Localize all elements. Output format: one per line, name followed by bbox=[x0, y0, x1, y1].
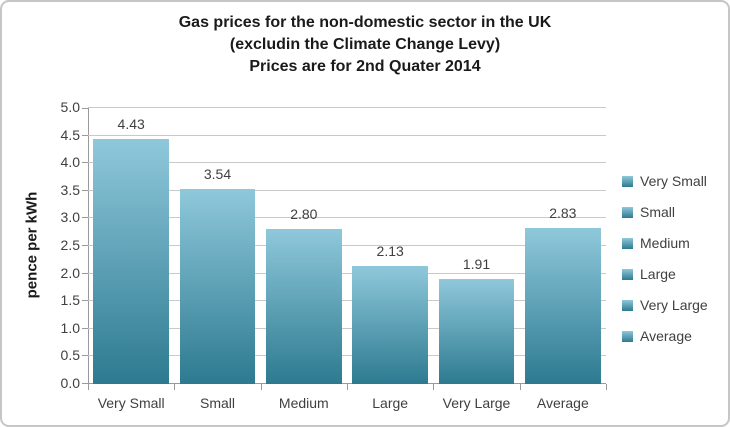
y-axis-tick bbox=[82, 355, 88, 357]
gridline bbox=[88, 300, 606, 302]
x-axis-tick bbox=[174, 384, 176, 390]
x-axis-label-small: Small bbox=[199, 395, 235, 411]
y-axis-tick bbox=[82, 245, 88, 246]
x-axis-tick bbox=[519, 384, 521, 390]
bar-very-small bbox=[93, 139, 170, 384]
legend-item-average: Average bbox=[622, 327, 708, 345]
legend-label: Small bbox=[640, 204, 676, 220]
plot-area: 0.0 0.5 1.0 1.5 2.0 2.5 3.0 3.5 4.0 4.5 5.0 4.43 Ver… bbox=[61, 99, 607, 411]
y-tick-label: 5.0 bbox=[60, 99, 80, 115]
bar-average bbox=[524, 227, 601, 384]
y-tick-label: 3.0 bbox=[60, 209, 80, 226]
bar-value-small: 3.54 bbox=[203, 165, 232, 182]
legend-swatch-icon bbox=[622, 206, 633, 218]
legend-item-large: Large bbox=[622, 265, 708, 283]
y-tick-label: 0.0 bbox=[60, 375, 80, 391]
y-axis-tick bbox=[82, 327, 88, 329]
legend-item-very-large: Very Large bbox=[622, 296, 708, 314]
legend-label: Very Large bbox=[640, 297, 708, 313]
x-axis-label-large: Large bbox=[372, 395, 409, 411]
bar-value-very-large: 1.91 bbox=[462, 255, 491, 272]
y-tick-label: 4.0 bbox=[60, 154, 80, 171]
legend-item-very-small: Very Small bbox=[622, 172, 708, 190]
bar-value-large: 2.13 bbox=[376, 243, 404, 260]
bar-very-large bbox=[438, 278, 515, 384]
legend-swatch-icon bbox=[622, 330, 633, 342]
y-tick-label: 2.0 bbox=[60, 264, 80, 281]
y-axis-tick bbox=[82, 300, 88, 302]
x-axis-tick bbox=[260, 384, 262, 390]
y-axis-tick bbox=[82, 189, 88, 191]
legend-swatch-icon bbox=[622, 299, 633, 311]
y-axis-tick bbox=[82, 383, 88, 384]
gridline bbox=[88, 217, 606, 219]
y-tick-label: 1.5 bbox=[60, 292, 80, 309]
y-axis-tick bbox=[82, 108, 88, 109]
bar-value-very-small: 4.43 bbox=[117, 116, 145, 133]
chart-title-line-2: (excludin the Climate Change Levy) bbox=[229, 36, 501, 53]
legend-label: Large bbox=[640, 266, 676, 282]
legend-swatch-icon bbox=[622, 268, 633, 280]
legend-label: Medium bbox=[640, 235, 690, 251]
gridline bbox=[88, 189, 606, 191]
y-tick-label: 3.5 bbox=[60, 181, 80, 198]
bar-value-average: 2.83 bbox=[549, 204, 577, 221]
x-axis-label-medium: Medium bbox=[278, 395, 329, 411]
y-tick-label: 0.5 bbox=[60, 347, 80, 364]
x-axis-tick bbox=[433, 384, 435, 390]
gridline bbox=[88, 134, 606, 136]
legend-swatch-icon bbox=[622, 175, 633, 187]
y-tick-label: 1.0 bbox=[60, 319, 80, 336]
legend-item-medium: Medium bbox=[622, 234, 708, 252]
legend: Very Small Small Medium Large Very Large Aver… bbox=[622, 172, 708, 358]
y-tick-label: 4.5 bbox=[60, 126, 80, 143]
x-axis-tick bbox=[88, 384, 89, 390]
legend-label: Very Small bbox=[640, 173, 707, 189]
legend-swatch-icon bbox=[622, 237, 633, 249]
gridline bbox=[88, 272, 606, 274]
x-axis-label-very-small: Very Small bbox=[97, 395, 165, 411]
bar-value-medium: 2.80 bbox=[290, 206, 318, 223]
chart-title-line-1: Gas prices for the non-domestic sector i… bbox=[178, 14, 552, 31]
x-axis-label-average: Average bbox=[536, 395, 589, 411]
x-axis-line bbox=[88, 383, 606, 384]
gridline bbox=[88, 245, 606, 246]
y-axis-tick bbox=[82, 272, 88, 274]
bar-medium bbox=[265, 229, 342, 384]
y-axis-tick bbox=[82, 162, 88, 164]
gridline bbox=[88, 162, 606, 164]
y-axis-tick bbox=[82, 217, 88, 219]
y-tick-label: 2.5 bbox=[60, 237, 80, 253]
legend-label: Average bbox=[640, 328, 692, 344]
x-axis-label-very-large: Very Large bbox=[442, 395, 511, 411]
gridline bbox=[88, 327, 606, 329]
bar-large bbox=[352, 266, 429, 384]
chart-title-line-3: Prices are for 2nd Quater 2014 bbox=[249, 58, 481, 75]
y-axis-tick bbox=[82, 134, 88, 136]
x-axis-tick bbox=[606, 384, 607, 390]
gridline bbox=[88, 355, 606, 357]
gridline bbox=[88, 107, 606, 108]
x-axis-tick bbox=[347, 384, 348, 390]
y-axis-line bbox=[88, 108, 89, 384]
chart-title: Gas prices for the non-domestic sector i… bbox=[2, 12, 728, 78]
legend-item-small: Small bbox=[622, 203, 708, 221]
bar-small bbox=[179, 188, 256, 384]
